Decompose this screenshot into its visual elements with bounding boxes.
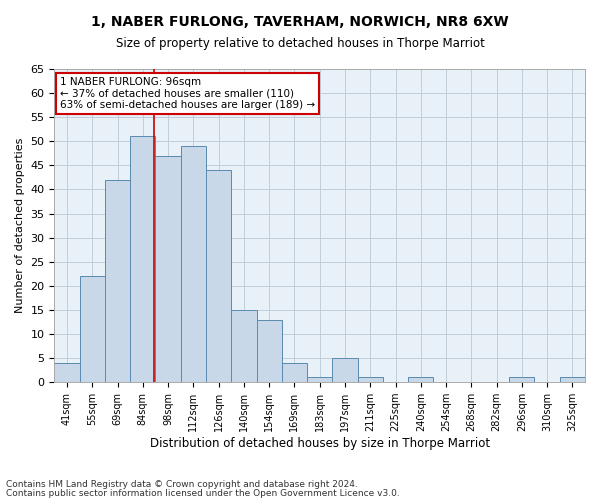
Y-axis label: Number of detached properties: Number of detached properties: [15, 138, 25, 314]
Text: Contains HM Land Registry data © Crown copyright and database right 2024.: Contains HM Land Registry data © Crown c…: [6, 480, 358, 489]
Bar: [358, 378, 383, 382]
Bar: [181, 146, 206, 382]
Bar: [307, 378, 332, 382]
Bar: [130, 136, 155, 382]
Text: Contains public sector information licensed under the Open Government Licence v3: Contains public sector information licen…: [6, 490, 400, 498]
Bar: [509, 378, 535, 382]
X-axis label: Distribution of detached houses by size in Thorpe Marriot: Distribution of detached houses by size …: [149, 437, 490, 450]
Text: 1, NABER FURLONG, TAVERHAM, NORWICH, NR8 6XW: 1, NABER FURLONG, TAVERHAM, NORWICH, NR8…: [91, 15, 509, 29]
Bar: [282, 363, 307, 382]
Bar: [206, 170, 231, 382]
Bar: [55, 363, 80, 382]
Bar: [408, 378, 433, 382]
Text: 1 NABER FURLONG: 96sqm
← 37% of detached houses are smaller (110)
63% of semi-de: 1 NABER FURLONG: 96sqm ← 37% of detached…: [60, 77, 315, 110]
Bar: [155, 156, 181, 382]
Bar: [332, 358, 358, 382]
Bar: [80, 276, 105, 382]
Bar: [105, 180, 130, 382]
Bar: [257, 320, 282, 382]
Bar: [231, 310, 257, 382]
Bar: [560, 378, 585, 382]
Text: Size of property relative to detached houses in Thorpe Marriot: Size of property relative to detached ho…: [116, 38, 484, 51]
